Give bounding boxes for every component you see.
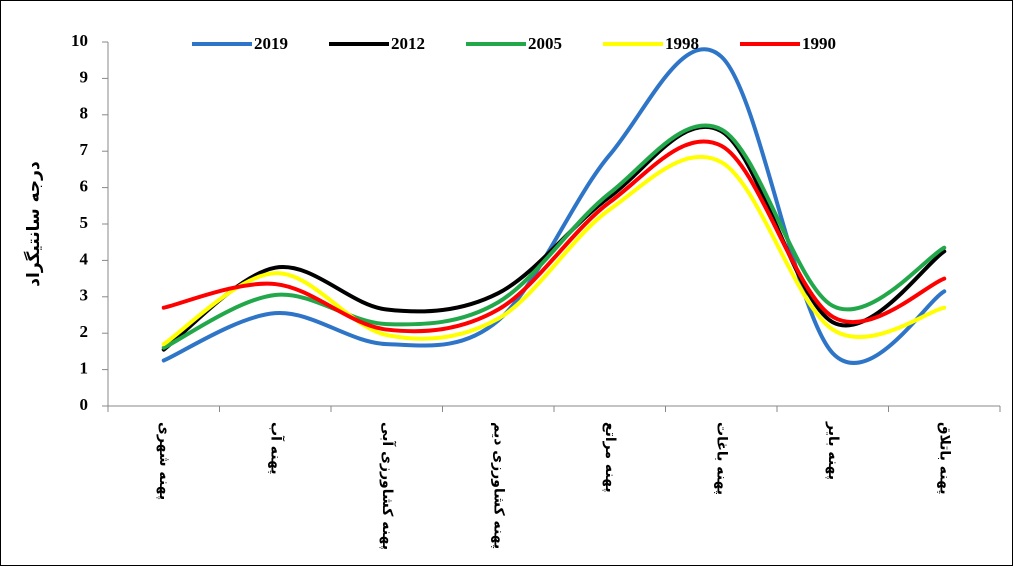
series-line (161, 123, 947, 350)
legend-label: 2005 (528, 34, 562, 53)
x-tick-label: پهنه مراتع (602, 422, 618, 493)
legend-label: 1998 (665, 34, 699, 53)
y-axis-label: درجه سانتیگراد (23, 161, 44, 287)
y-tick-label: 1 (80, 359, 89, 378)
x-tick-label: پهنه کشاورزی آبی (379, 422, 397, 550)
legend-label: 2019 (254, 34, 288, 53)
x-tick-label: پهنه بایر (825, 421, 841, 480)
y-tick-label: 5 (80, 213, 89, 232)
x-tick-label: پهنه شهری (156, 422, 172, 500)
y-tick-label: 6 (80, 177, 89, 196)
x-tick-label: پهنه آب (267, 422, 285, 474)
series-line (161, 154, 947, 347)
y-tick-label: 2 (80, 322, 89, 341)
x-tick-label: پهنه باغات (713, 422, 729, 495)
series-line (161, 139, 947, 334)
y-tick-label: 8 (80, 104, 89, 123)
x-tick-label: پهنه باتلاق (936, 422, 952, 495)
legend-label: 1990 (802, 34, 836, 53)
series-line (161, 47, 947, 365)
y-tick-label: 0 (80, 395, 89, 414)
y-tick-label: 9 (80, 67, 89, 86)
x-tick-label: پهنه کشاورزی دیم (490, 422, 506, 549)
y-tick-label: 4 (80, 249, 89, 268)
legend-label: 2012 (391, 34, 425, 53)
y-tick-label: 3 (80, 286, 89, 305)
y-tick-label: 7 (80, 140, 89, 159)
y-tick-label: 10 (71, 31, 88, 50)
